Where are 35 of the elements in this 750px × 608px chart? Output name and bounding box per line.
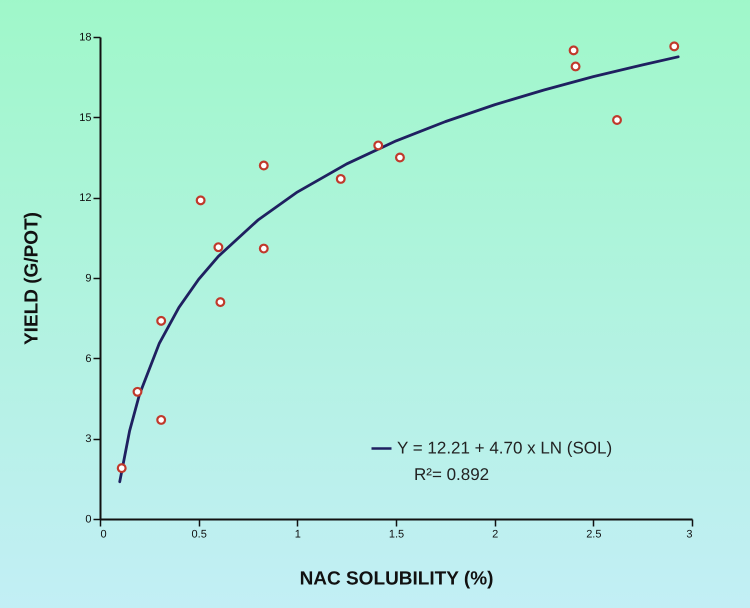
point (258, 244, 269, 254)
x-tick-label: 1 (294, 528, 301, 540)
point (669, 41, 680, 52)
point (116, 463, 127, 474)
x-tick-label: 0.5 (192, 528, 207, 540)
x-tick-label: 1.5 (388, 528, 404, 540)
x-axis-title: NAC SOLUBILITY (%) (300, 568, 494, 590)
point (156, 414, 166, 425)
point (258, 160, 269, 170)
point (568, 45, 579, 56)
point (612, 115, 622, 125)
point (132, 386, 142, 397)
y-tick-label: 12 (79, 192, 92, 204)
x-tick-label: 3 (686, 528, 692, 540)
point (336, 174, 346, 184)
point (570, 61, 581, 72)
x-tick-label: 2.5 (586, 528, 602, 540)
x-tick-label: 0 (100, 528, 107, 540)
point (156, 316, 166, 326)
y-tick-label: 3 (85, 433, 92, 446)
legend-label: Y = 12.21 + 4.70 x LN (SOL) (397, 438, 612, 458)
x-tick-label: 2 (492, 528, 498, 540)
y-tick-label: 18 (79, 32, 92, 44)
y-tick-label: 15 (79, 112, 92, 124)
line-series (118, 55, 680, 484)
point (215, 297, 226, 308)
y-tick-label: 0 (85, 514, 92, 526)
y-axis-title: YIELD (G/POT) (21, 212, 42, 345)
annotation: R²= 0.892 (414, 465, 490, 484)
y-tick-label: 6 (85, 352, 92, 365)
point (394, 152, 405, 162)
point (196, 195, 206, 206)
y-tick-label: 9 (85, 272, 92, 284)
point (213, 242, 224, 252)
point (373, 140, 384, 150)
